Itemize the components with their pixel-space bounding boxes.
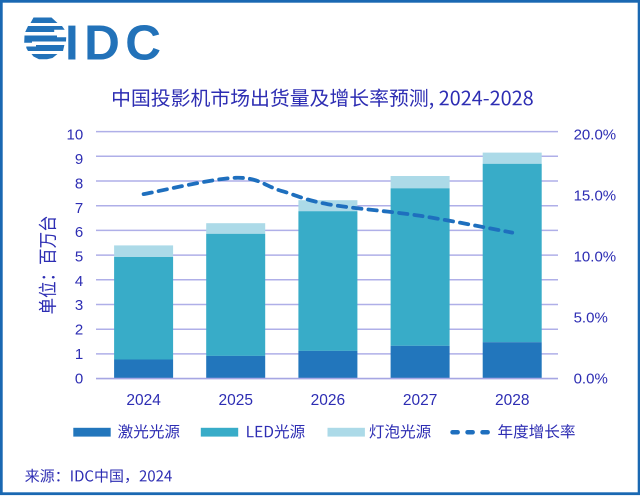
svg-text:10: 10 [67,127,84,144]
svg-text:2026: 2026 [311,392,345,409]
svg-text:IDC: IDC [65,15,166,70]
svg-text:0: 0 [75,370,83,387]
svg-text:2027: 2027 [403,392,437,409]
svg-text:2024: 2024 [126,392,161,409]
svg-text:1: 1 [75,346,83,363]
svg-text:5.0%: 5.0% [574,309,608,326]
svg-text:3: 3 [75,297,83,314]
svg-text:15.0%: 15.0% [574,188,617,205]
svg-text:4: 4 [75,273,83,290]
svg-text:6: 6 [75,224,83,241]
svg-text:8: 8 [75,175,83,192]
svg-text:2028: 2028 [495,392,529,409]
svg-text:7: 7 [75,200,83,217]
svg-text:9: 9 [75,151,83,168]
svg-text:5: 5 [75,249,83,266]
svg-text:2: 2 [75,322,83,339]
svg-text:0.0%: 0.0% [574,370,608,387]
svg-text:10.0%: 10.0% [574,249,617,266]
svg-text:2025: 2025 [219,392,253,409]
svg-text:20.0%: 20.0% [574,127,617,144]
